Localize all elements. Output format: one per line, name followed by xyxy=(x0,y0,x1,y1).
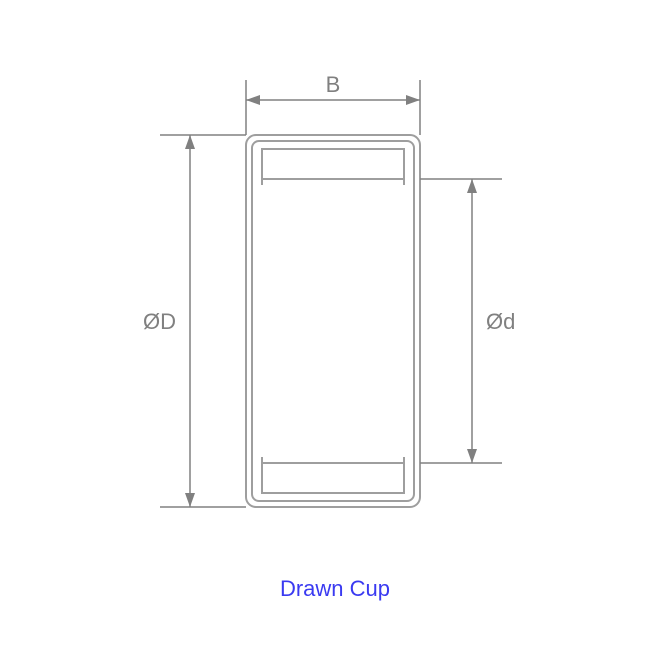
roller-bottom xyxy=(262,463,404,493)
diagram-canvas: B ØD Ød Drawn Cup xyxy=(0,0,670,670)
dim-D-arrow-top xyxy=(185,135,195,149)
diagram-svg: B ØD Ød xyxy=(0,0,670,670)
dim-D-arrow-bottom xyxy=(185,493,195,507)
dim-B-arrow-left xyxy=(246,95,260,105)
dim-d-arrow-top xyxy=(467,179,477,193)
caption-text: Drawn Cup xyxy=(0,576,670,602)
dim-B-arrow-right xyxy=(406,95,420,105)
dim-d-arrow-bottom xyxy=(467,449,477,463)
dim-B-label: B xyxy=(326,72,341,97)
dim-D-label: ØD xyxy=(143,309,176,334)
roller-top xyxy=(262,149,404,179)
dim-d-label: Ød xyxy=(486,309,515,334)
inner-cup xyxy=(252,141,414,501)
